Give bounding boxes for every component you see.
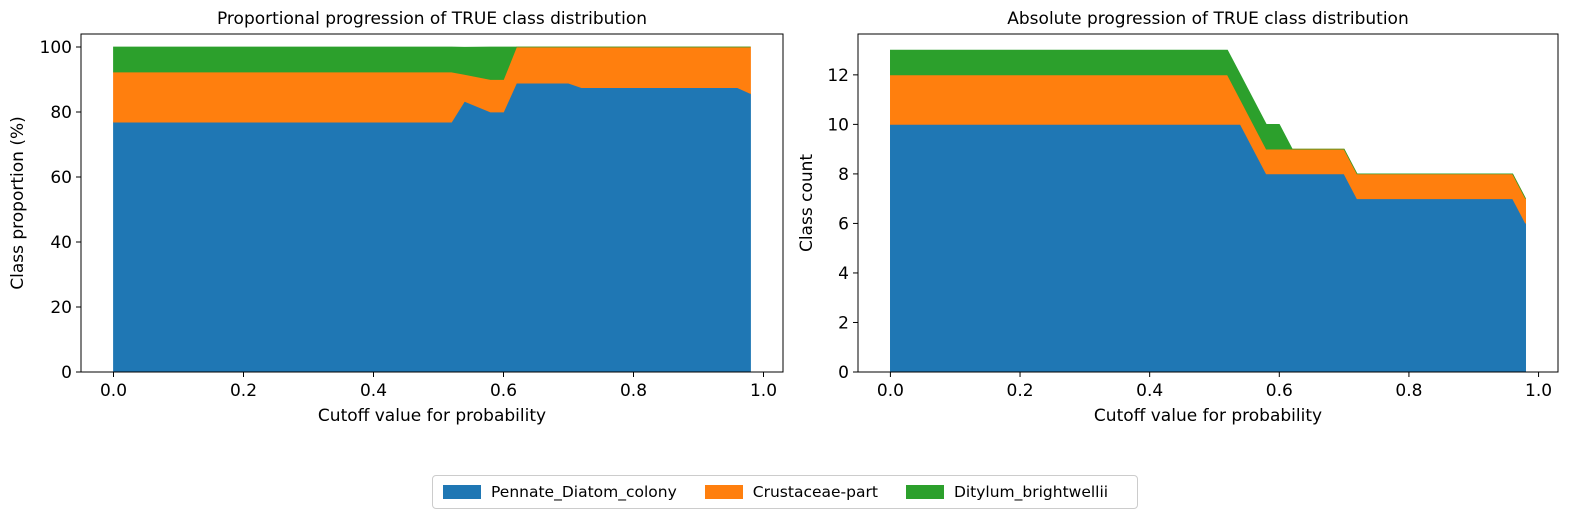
x-tick-label: 0.4 — [1136, 381, 1163, 401]
y-tick-label: 100 — [40, 38, 72, 58]
x-axis-label: Cutoff value for probability — [318, 406, 546, 426]
legend-item-crustaceae-part: Crustaceae-part — [704, 483, 878, 501]
area-ditylum-brightwellii — [890, 49, 1526, 199]
y-tick-label: 0 — [838, 363, 849, 383]
legend-label: Ditylum_brightwellii — [953, 483, 1109, 501]
legend-label: Pennate_Diatom_colony — [491, 483, 677, 501]
legend: Pennate_Diatom_colony Crustaceae-part Di… — [432, 475, 1138, 509]
y-tick-label: 8 — [838, 165, 849, 185]
x-tick-label: 0.0 — [877, 381, 904, 401]
y-tick-label: 12 — [827, 66, 849, 86]
x-tick-label: 0.8 — [1395, 381, 1422, 401]
chart-title: Proportional progression of TRUE class d… — [217, 9, 647, 29]
chart-title: Absolute progression of TRUE class distr… — [1007, 9, 1408, 29]
plot-frame — [857, 33, 1559, 373]
plot-frame — [80, 33, 784, 373]
legend-swatch — [905, 485, 944, 499]
chart-1: 0.0 0.2 0.4 0.6 0.8 1.0 0 20 40 60 80 100 Proportion… — [8, 9, 784, 426]
y-tick-label: 20 — [50, 298, 72, 318]
y-tick-label: 6 — [838, 214, 849, 234]
y-tick-label: 4 — [838, 264, 849, 284]
legend-swatch — [704, 485, 743, 499]
area-pennate-diatom-colony — [890, 123, 1526, 373]
y-axis-label: Class proportion (%) — [8, 116, 28, 290]
x-tick-label: 0.0 — [100, 381, 127, 401]
y-tick-label: 40 — [50, 233, 72, 253]
chart-2: 0.0 0.2 0.4 0.6 0.8 1.0 0 2 4 6 8 10 12 Absolute prog… — [797, 9, 1559, 426]
x-tick-label: 0.2 — [1007, 381, 1034, 401]
legend-item-pennate-diatom-colony: Pennate_Diatom_colony — [443, 483, 677, 501]
y-tick-label: 2 — [838, 313, 849, 333]
y-tick-label: 80 — [50, 103, 72, 123]
legend-label: Crustaceae-part — [752, 483, 878, 501]
legend-item-ditylum-brightwellii: Ditylum_brightwellii — [905, 483, 1109, 501]
x-tick-label: 1.0 — [1525, 381, 1552, 401]
y-tick-label: 0 — [61, 363, 72, 383]
y-tick-label: 10 — [827, 115, 849, 135]
area-pennate-diatom-colony — [113, 82, 751, 373]
x-tick-label: 0.6 — [1266, 381, 1293, 401]
y-tick-label: 60 — [50, 168, 72, 188]
x-tick-label: 0.2 — [230, 381, 257, 401]
x-tick-label: 0.6 — [490, 381, 517, 401]
legend-swatch — [443, 485, 481, 499]
x-tick-label: 1.0 — [750, 381, 777, 401]
y-axis-label: Class count — [797, 154, 817, 252]
x-tick-label: 0.8 — [620, 381, 647, 401]
x-tick-label: 0.4 — [360, 381, 387, 401]
x-axis-label: Cutoff value for probability — [1094, 406, 1322, 426]
area-ditylum-brightwellii — [113, 46, 751, 80]
